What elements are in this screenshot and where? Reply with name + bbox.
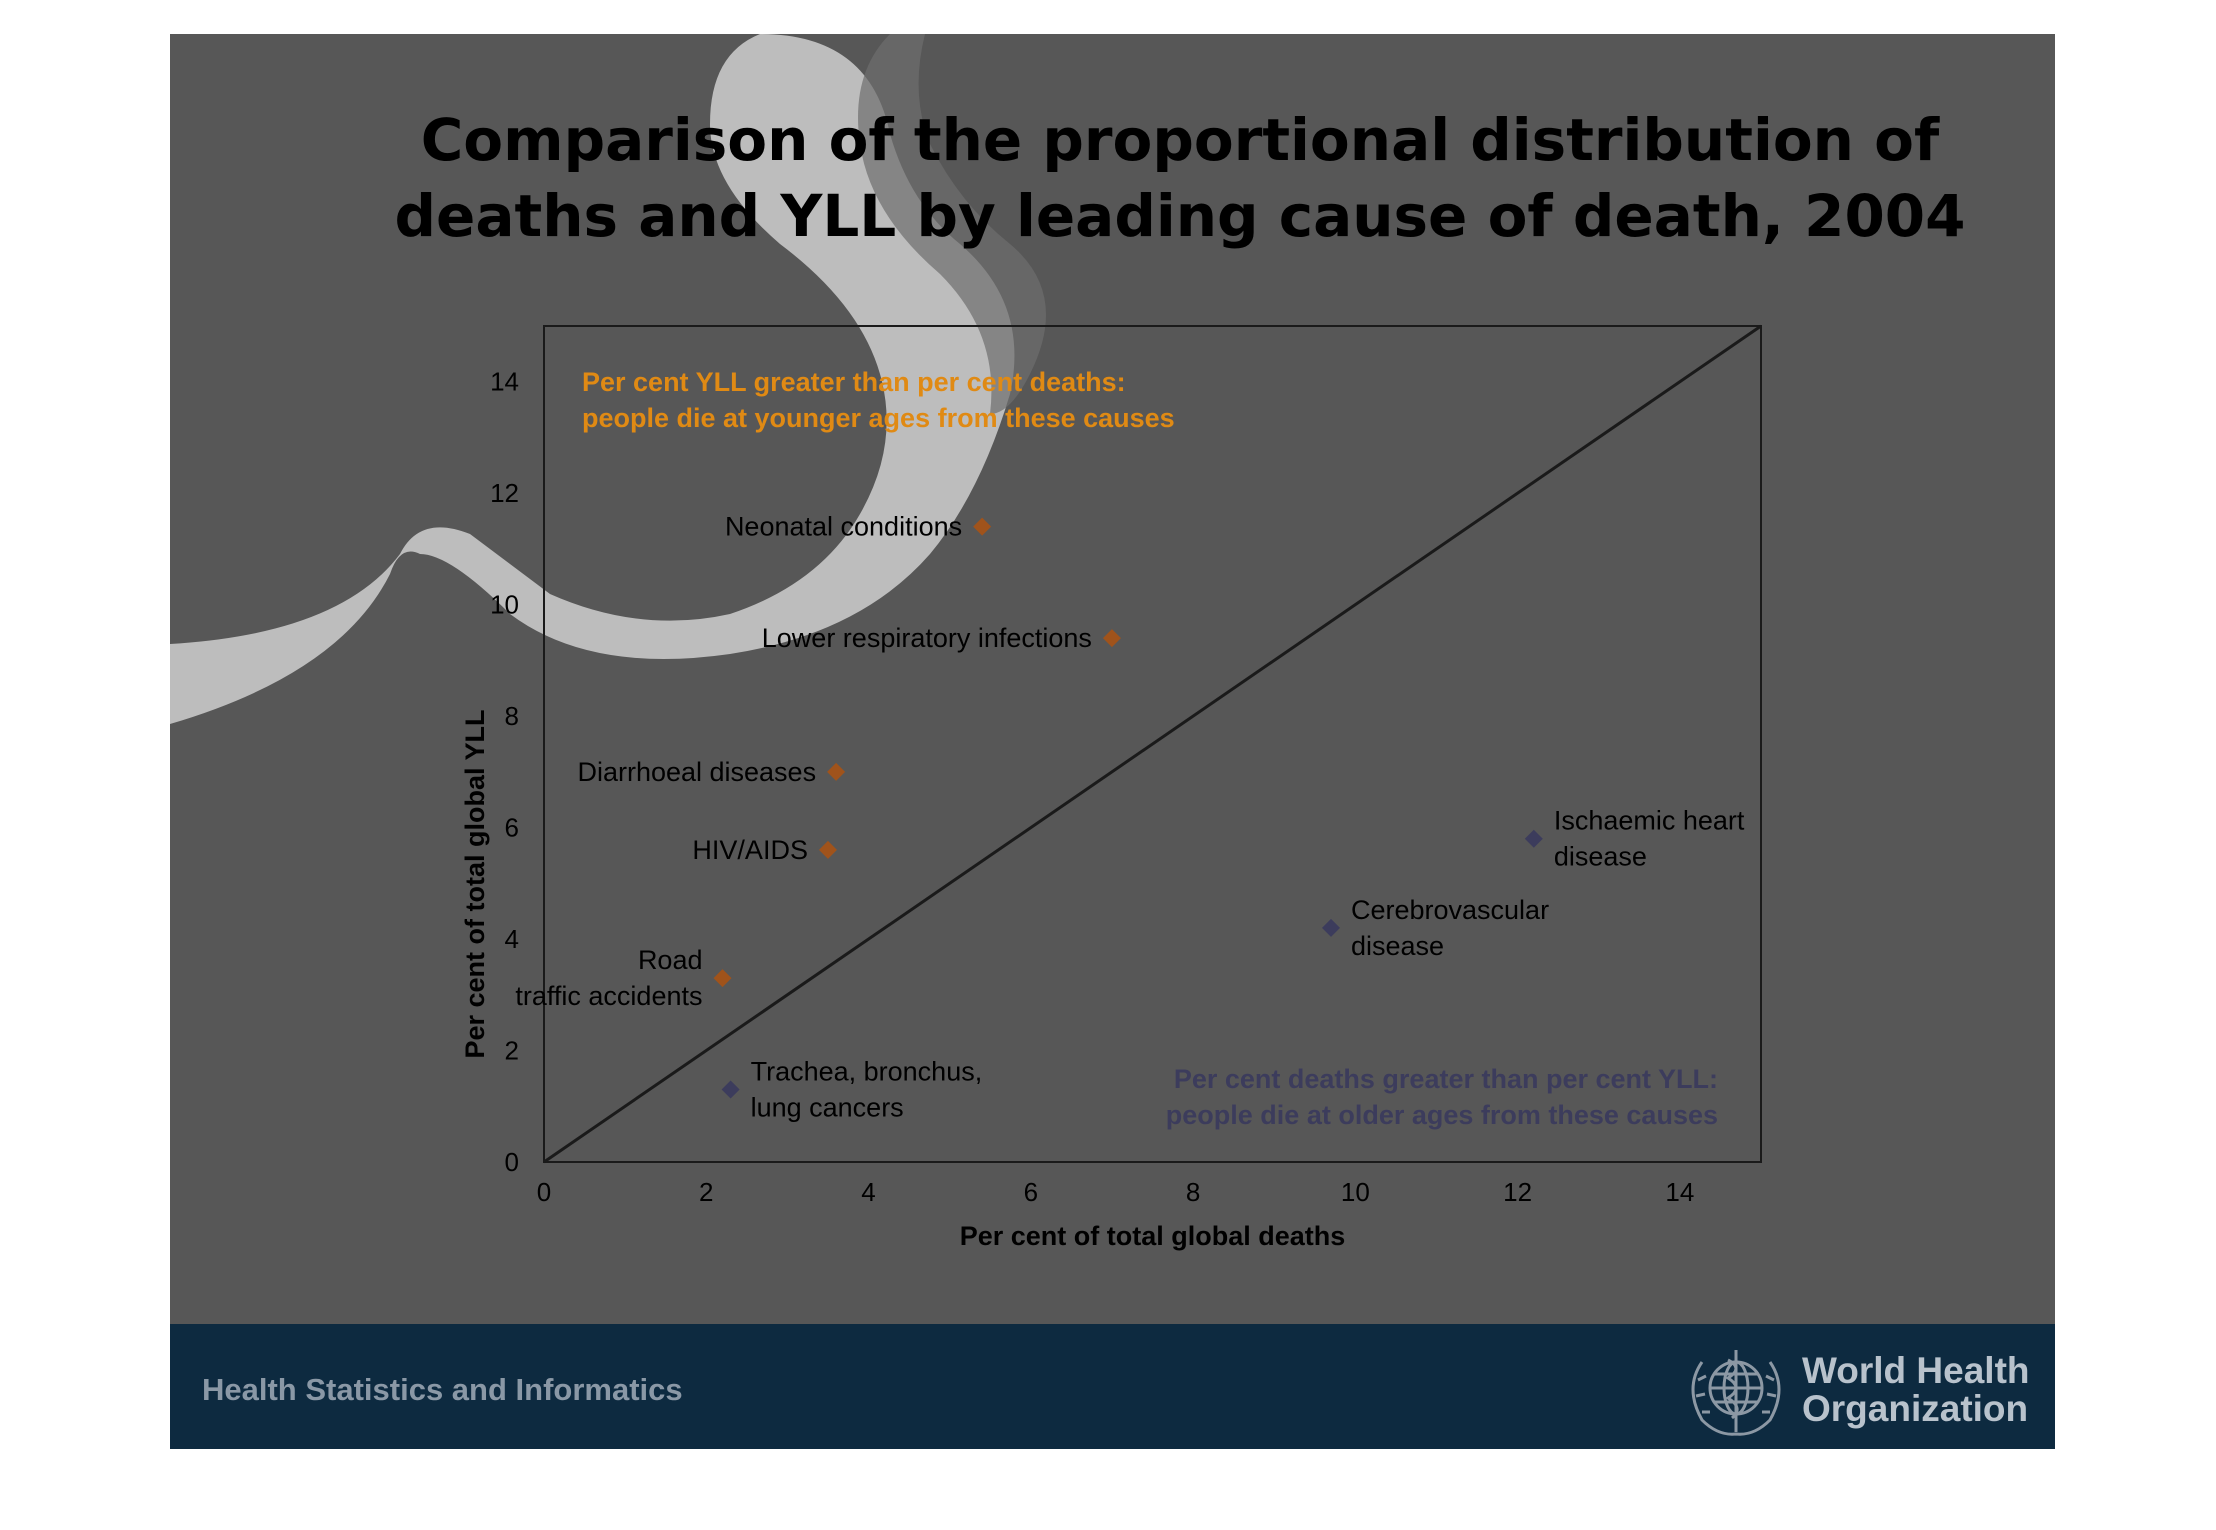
data-label-6-0: Cerebrovascular xyxy=(1351,895,1549,925)
data-label-0-0: Neonatal conditions xyxy=(725,512,962,542)
y-tick-label-4: 8 xyxy=(505,701,519,731)
slide: Comparison of the proportional distribut… xyxy=(170,34,2055,1449)
data-label-7-1: disease xyxy=(1554,842,1647,872)
x-axis-label: Per cent of total global deaths xyxy=(960,1221,1346,1251)
title-line-1: Comparison of the proportional distribut… xyxy=(420,106,1940,174)
y-axis-label: Per cent of total global YLL xyxy=(460,709,490,1058)
y-tick-label-6: 12 xyxy=(490,478,519,508)
data-label-4-0: Road xyxy=(638,945,703,975)
annotation-above-line-1: Per cent YLL greater than per cent death… xyxy=(582,367,1126,397)
annotation-below-line-2: people die at older ages from these caus… xyxy=(1166,1100,1718,1130)
y-tick-label-7: 14 xyxy=(490,367,519,397)
org-name-line-1: World Health xyxy=(1802,1350,2030,1391)
title-line-2: deaths and YLL by leading cause of death… xyxy=(394,182,1966,250)
slide-title: Comparison of the proportional distribut… xyxy=(230,102,2055,254)
data-point-2 xyxy=(827,762,846,781)
plot-frame xyxy=(543,325,1762,1163)
data-label-5-1: lung cancers xyxy=(751,1093,904,1123)
y-tick-label-3: 6 xyxy=(505,813,519,843)
data-label-3-0: HIV/AIDS xyxy=(692,835,808,865)
background-swoosh-art xyxy=(170,34,1046,724)
annotation-below-line-1: Per cent deaths greater than per cent YL… xyxy=(1174,1064,1718,1094)
y-tick-label-1: 2 xyxy=(505,1036,519,1066)
who-emblem-icon xyxy=(1691,1350,1781,1436)
x-tick-label-4: 8 xyxy=(1186,1177,1200,1207)
org-name-line-2: Organization xyxy=(1802,1388,2029,1429)
data-point-4 xyxy=(713,969,732,988)
data-point-3 xyxy=(818,840,837,859)
x-tick-label-6: 12 xyxy=(1503,1177,1532,1207)
footer-department-text: Health Statistics and Informatics xyxy=(202,1372,683,1407)
data-point-1 xyxy=(1102,629,1121,648)
y-tick-label-2: 4 xyxy=(505,924,519,954)
annotation-above-line-2: people die at younger ages from these ca… xyxy=(582,403,1175,433)
data-point-0 xyxy=(973,517,992,536)
x-tick-label-2: 4 xyxy=(861,1177,875,1207)
x-tick-label-3: 6 xyxy=(1024,1177,1038,1207)
x-tick-label-7: 14 xyxy=(1665,1177,1694,1207)
data-label-7-0: Ischaemic heart xyxy=(1554,806,1745,836)
data-point-6 xyxy=(1321,918,1340,937)
x-tick-label-1: 2 xyxy=(699,1177,713,1207)
data-label-2-0: Diarrhoeal diseases xyxy=(577,757,816,787)
scatter-chart: 0 2 4 6 8 10 12 14 0 2 4 6 8 10 12 14 Per cent of total … xyxy=(460,324,1762,1251)
data-label-4-1: traffic accidents xyxy=(515,981,702,1011)
data-label-5-0: Trachea, bronchus, xyxy=(751,1057,983,1087)
equality-diagonal-line xyxy=(543,324,1762,1164)
data-point-5 xyxy=(721,1080,740,1099)
data-label-6-1: disease xyxy=(1351,931,1444,961)
y-tick-label-5: 10 xyxy=(490,590,519,620)
data-point-7 xyxy=(1524,829,1543,848)
x-tick-label-0: 0 xyxy=(537,1177,551,1207)
who-organization-name: World Health Organization xyxy=(1802,1352,2030,1428)
x-tick-label-5: 10 xyxy=(1341,1177,1370,1207)
y-tick-label-0: 0 xyxy=(505,1147,519,1177)
data-label-1-0: Lower respiratory infections xyxy=(762,623,1092,653)
footer-bar: Health Statistics and Informatics World … xyxy=(170,1324,2055,1449)
